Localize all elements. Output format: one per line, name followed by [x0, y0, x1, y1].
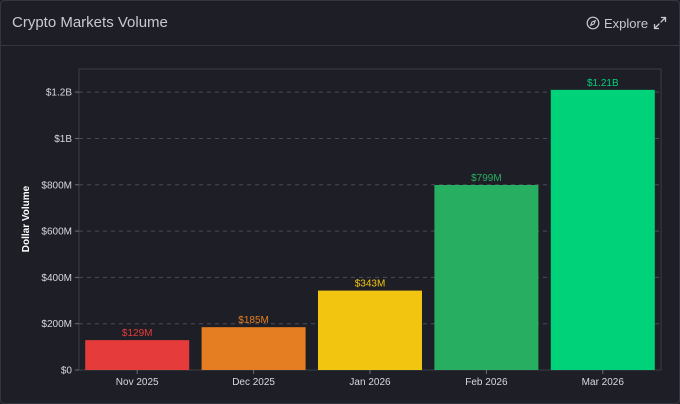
bars-layer: [85, 89, 655, 370]
x-tick-label: Mar 2026: [582, 377, 625, 388]
y-tick-label: $400M: [41, 273, 72, 284]
bar-value-label: $799M: [471, 173, 502, 184]
compass-icon: [586, 16, 600, 30]
y-axis: $0 $200M $400M $600M $800M $1B $1.2B: [41, 88, 79, 377]
panel-header: Crypto Markets Volume Explore: [1, 1, 679, 46]
y-tick-label: $800M: [41, 180, 72, 191]
bar-value-label: $129M: [122, 328, 153, 339]
x-axis: Nov 2025 Dec 2025 Jan 2026 Feb 2026 Mar 2026: [116, 370, 625, 388]
bar-chart: $129M $185M $343M $799M $1.21B Nov 2025 Dec 2…: [21, 68, 662, 388]
y-axis-label: Dollar Volume: [21, 185, 32, 252]
chart-title: Crypto Markets Volume: [12, 14, 168, 31]
x-tick-label: Nov 2025: [116, 377, 159, 388]
bar-value-label: $1.21B: [587, 78, 619, 89]
expand-button[interactable]: [653, 16, 667, 30]
x-tick-label: Jan 2026: [349, 377, 391, 388]
bar[interactable]: [318, 290, 422, 370]
y-tick-label: $200M: [41, 319, 72, 330]
bar[interactable]: [434, 185, 539, 370]
bar-value-label: $185M: [238, 315, 269, 326]
explore-button[interactable]: Explore: [586, 14, 648, 32]
bar[interactable]: [550, 89, 655, 370]
x-tick-label: Feb 2026: [465, 377, 508, 388]
x-tick-label: Dec 2025: [232, 377, 275, 388]
bar[interactable]: [201, 327, 306, 370]
expand-icon: [653, 16, 667, 30]
y-tick-label: $1B: [54, 134, 72, 145]
y-tick-label: $1.2B: [46, 88, 72, 99]
bar[interactable]: [85, 340, 190, 370]
bar-value-label: $343M: [355, 279, 386, 290]
y-tick-label: $600M: [41, 227, 72, 238]
labels-layer: $129M $185M $343M $799M $1.21B: [122, 78, 619, 339]
y-tick-label: $0: [61, 366, 73, 377]
explore-label: Explore: [604, 15, 649, 31]
